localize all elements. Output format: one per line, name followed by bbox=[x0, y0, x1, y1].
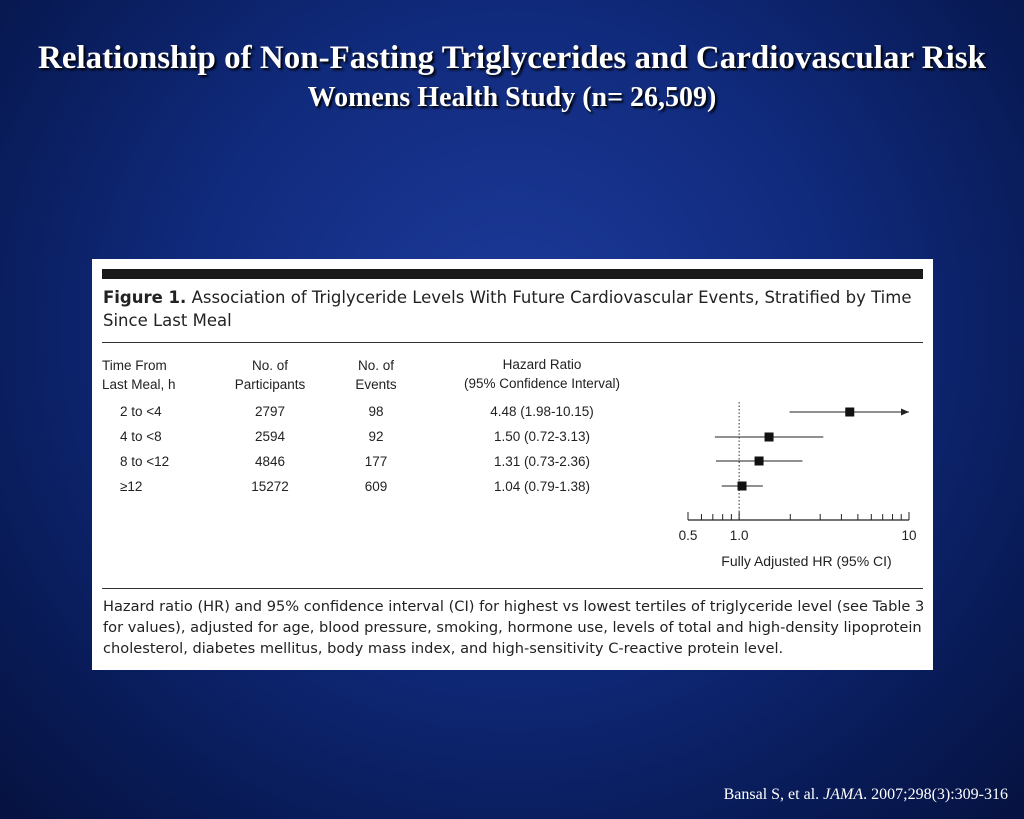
row-time: ≥12 bbox=[120, 479, 143, 494]
citation-journal: JAMA bbox=[823, 786, 864, 803]
header-participants-line2: Participants bbox=[234, 377, 306, 392]
figure-top-bar bbox=[102, 269, 923, 279]
row-hr_text: 4.48 (1.98-10.15) bbox=[490, 404, 594, 419]
header-participants: No. of Participants bbox=[220, 356, 320, 394]
row-hr_text: 1.31 (0.73-2.36) bbox=[493, 454, 591, 469]
x-tick-label: 1.0 bbox=[730, 528, 749, 543]
citation-author: Bansal S, et al. bbox=[723, 786, 824, 803]
row-participants: 2594 bbox=[254, 429, 286, 444]
row-events: 98 bbox=[368, 404, 384, 419]
header-time: Time From Last Meal, h bbox=[102, 356, 176, 394]
row-events: 177 bbox=[364, 454, 388, 469]
slide-subtitle: Womens Health Study (n= 26,509) bbox=[307, 82, 717, 113]
x-tick-label: 0.5 bbox=[679, 528, 698, 543]
slide-title: Relationship of Non-Fasting Triglyceride… bbox=[38, 40, 986, 76]
hr-point-marker bbox=[764, 432, 774, 442]
x-tick-label: 10 bbox=[901, 528, 916, 543]
header-hr-line2: (95% Confidence Interval) bbox=[463, 376, 621, 391]
row-participants: 15272 bbox=[251, 479, 289, 494]
row-events: 92 bbox=[368, 429, 384, 444]
x-axis-label: Fully Adjusted HR (95% CI) bbox=[721, 553, 891, 569]
row-time: 8 to <12 bbox=[120, 454, 170, 469]
row-hr_text: 1.50 (0.72-3.13) bbox=[493, 429, 591, 444]
hr-point-marker bbox=[754, 456, 764, 466]
figure-label: Figure 1. bbox=[103, 288, 187, 307]
row-time: 4 to <8 bbox=[120, 429, 162, 444]
header-participants-line1: No. of bbox=[251, 358, 289, 373]
forest-plot: 0.5 1.0 10 Fully Adjusted HR (95% CI) bbox=[679, 402, 917, 569]
caption-divider bbox=[102, 342, 923, 343]
row-participants: 4846 bbox=[254, 454, 286, 469]
header-time-line2: Last Meal, h bbox=[102, 377, 176, 392]
citation-details: . 2007;298(3):309-316 bbox=[863, 786, 1008, 803]
row-participants: 2797 bbox=[254, 404, 286, 419]
row-hr_text: 1.04 (0.79-1.38) bbox=[493, 479, 591, 494]
header-events-line2: Events bbox=[355, 377, 397, 392]
header-hazard-ratio: Hazard Ratio (95% Confidence Interval) bbox=[442, 355, 642, 393]
row-time: 2 to <4 bbox=[120, 404, 162, 419]
slide-title-block: Relationship of Non-Fasting Triglyceride… bbox=[0, 38, 1024, 116]
citation: Bansal S, et al. JAMA. 2007;298(3):309-3… bbox=[724, 786, 1008, 804]
row-events: 609 bbox=[364, 479, 388, 494]
figure-caption-text: Association of Triglyceride Levels With … bbox=[103, 288, 912, 330]
hr-point-marker bbox=[845, 407, 855, 417]
header-time-line1: Time From bbox=[102, 358, 167, 373]
header-events: No. of Events bbox=[344, 356, 408, 394]
footnote-divider bbox=[102, 588, 923, 589]
header-events-line1: No. of bbox=[357, 358, 395, 373]
figure-caption: Figure 1. Association of Triglyceride Le… bbox=[103, 286, 918, 332]
figure-panel: Figure 1. Association of Triglyceride Le… bbox=[92, 259, 933, 670]
hr-point-marker bbox=[737, 481, 747, 491]
figure-footnote: Hazard ratio (HR) and 95% confidence int… bbox=[103, 598, 925, 657]
header-hr-line1: Hazard Ratio bbox=[502, 357, 582, 372]
ci-arrow bbox=[901, 408, 909, 416]
